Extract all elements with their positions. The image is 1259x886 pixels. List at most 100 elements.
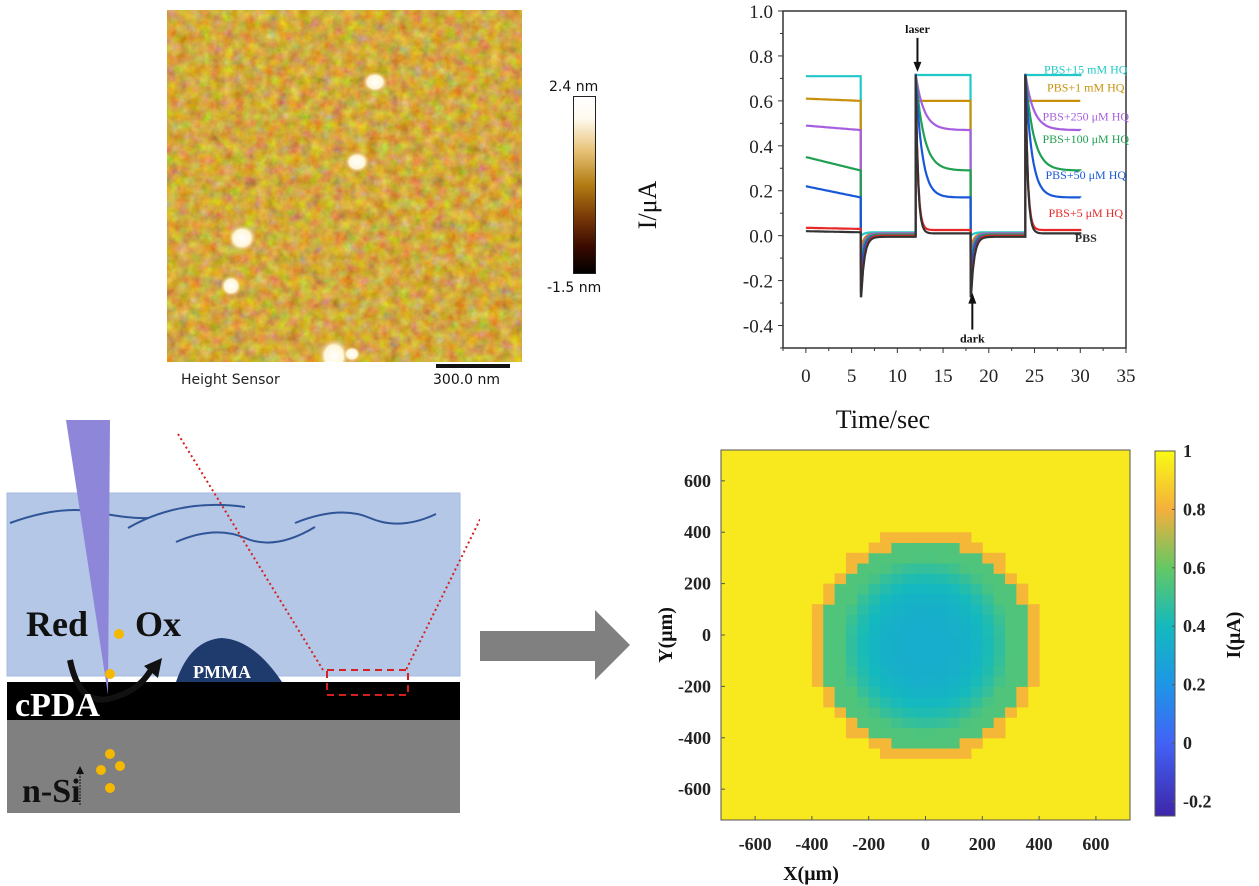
x-tick-label: -400 bbox=[795, 834, 828, 854]
heatmap-cell bbox=[959, 665, 972, 677]
heatmap-cell bbox=[868, 624, 881, 636]
heatmap-cell bbox=[891, 696, 904, 708]
heatmap-cell bbox=[936, 552, 949, 564]
heatmap-cell bbox=[948, 706, 961, 718]
heatmap-cell bbox=[823, 593, 836, 605]
y-tick-label: 0.6 bbox=[749, 92, 773, 113]
heatmap-cell bbox=[811, 635, 824, 646]
heatmap-cell bbox=[1027, 645, 1040, 657]
heatmap-cell bbox=[936, 563, 949, 574]
heatmap-cell bbox=[868, 717, 881, 728]
heatmap-cell bbox=[845, 717, 858, 728]
zoom-guide-line bbox=[177, 433, 324, 671]
heatmap-cell bbox=[948, 665, 961, 677]
heatmap-cell bbox=[925, 737, 938, 749]
heatmap-cell bbox=[891, 748, 904, 759]
heatmap-cell bbox=[823, 665, 836, 677]
heatmap-cell bbox=[959, 532, 972, 543]
y-tick-label: -400 bbox=[678, 728, 711, 748]
legend-label: PBS+50 μM HQ bbox=[1045, 168, 1126, 182]
sectm-current-map: -600 -400 -200 0 200 400 600 -600 -400 -200 0 200 40… bbox=[655, 441, 1245, 885]
heatmap-cell bbox=[959, 542, 972, 554]
heatmap-cell bbox=[948, 737, 961, 749]
heatmap-cell bbox=[868, 614, 881, 626]
heatmap-cell bbox=[925, 573, 938, 585]
heatmap-cell bbox=[948, 604, 961, 615]
heatmap-cell bbox=[880, 552, 892, 564]
heatmap-cell bbox=[982, 686, 995, 698]
heatmap-cell bbox=[925, 563, 938, 574]
heatmap-cell bbox=[823, 686, 836, 698]
heatmap-cell bbox=[959, 563, 972, 574]
heatmap-cell bbox=[1016, 655, 1029, 667]
heatmap-cell bbox=[925, 686, 938, 698]
heatmap-cell bbox=[970, 686, 983, 698]
heatmap-cell bbox=[880, 532, 892, 543]
heatmap-cell bbox=[914, 686, 926, 698]
heatmap-cell bbox=[993, 727, 1006, 739]
afm-texture bbox=[167, 10, 522, 362]
heatmap-cell bbox=[982, 563, 995, 574]
heatmap-cell bbox=[880, 748, 892, 759]
heatmap-cell bbox=[868, 542, 881, 554]
heatmap-cell bbox=[948, 655, 961, 667]
heatmap-cell bbox=[1016, 624, 1029, 636]
heatmap-cell bbox=[970, 655, 983, 667]
heatmap-cell bbox=[845, 614, 858, 626]
heatmap-cell bbox=[1016, 593, 1029, 605]
x-tick-label: 5 bbox=[847, 366, 857, 387]
y-tick-label: 0.2 bbox=[749, 182, 773, 203]
heatmap-cell bbox=[982, 552, 995, 564]
heatmap-cell bbox=[993, 624, 1006, 636]
heatmap-cell bbox=[959, 573, 972, 585]
heatmap-cell bbox=[936, 676, 949, 687]
heatmap-cell bbox=[914, 696, 926, 708]
heatmap-cell bbox=[925, 593, 938, 605]
heatmap-cell bbox=[880, 655, 892, 667]
hole-particle-icon bbox=[105, 669, 115, 679]
heatmap-cell bbox=[993, 635, 1006, 646]
heatmap-cell bbox=[970, 665, 983, 677]
heatmap-cell bbox=[823, 645, 836, 657]
x-tick-label: 15 bbox=[934, 366, 953, 387]
heatmap-cell bbox=[902, 645, 915, 657]
annotation-label: dark bbox=[960, 332, 985, 346]
scale-bar-label: 300.0 nm bbox=[433, 372, 501, 388]
heatmap-cell bbox=[868, 737, 881, 749]
heatmap-cell bbox=[857, 645, 870, 657]
heatmap-cell bbox=[925, 532, 938, 543]
heatmap-cell bbox=[902, 573, 915, 585]
heatmap-cell bbox=[845, 552, 858, 564]
heatmap-cell bbox=[1005, 635, 1017, 646]
y-tick-label: -0.2 bbox=[743, 272, 773, 293]
heatmap-cell bbox=[993, 645, 1006, 657]
heatmap-cell bbox=[948, 624, 961, 636]
heatmap-cell bbox=[948, 645, 961, 657]
heatmap-cell bbox=[857, 593, 870, 605]
heatmap-cell bbox=[948, 635, 961, 646]
legend-label: PBS+1 mM HQ bbox=[1047, 80, 1125, 94]
plot-frame bbox=[782, 10, 1127, 349]
heatmap-cell bbox=[993, 665, 1006, 677]
heatmap-cell bbox=[993, 676, 1006, 687]
y-tick-label: 0.4 bbox=[749, 137, 773, 158]
heatmap-cell bbox=[970, 737, 983, 749]
heatmap-cell bbox=[1016, 665, 1029, 677]
heatmap-cell bbox=[982, 727, 995, 739]
heatmap-cell bbox=[902, 686, 915, 698]
heatmap-cell bbox=[914, 717, 926, 728]
heatmap-cell bbox=[868, 645, 881, 657]
heatmap-cell bbox=[868, 604, 881, 615]
series-line-1 bbox=[805, 73, 1081, 248]
heatmap-cell bbox=[936, 604, 949, 615]
heatmap-cell bbox=[925, 717, 938, 728]
heatmap-cell bbox=[936, 614, 949, 626]
heatmap-cell bbox=[1016, 696, 1029, 708]
heatmap-cell bbox=[891, 552, 904, 564]
heatmap-cell bbox=[959, 727, 972, 739]
heatmap-cell bbox=[902, 737, 915, 749]
colorbar-label: I(μA) bbox=[1223, 612, 1245, 659]
heatmap-cell bbox=[811, 614, 824, 626]
hole-particle-icon bbox=[114, 629, 124, 639]
heatmap-cell bbox=[902, 593, 915, 605]
